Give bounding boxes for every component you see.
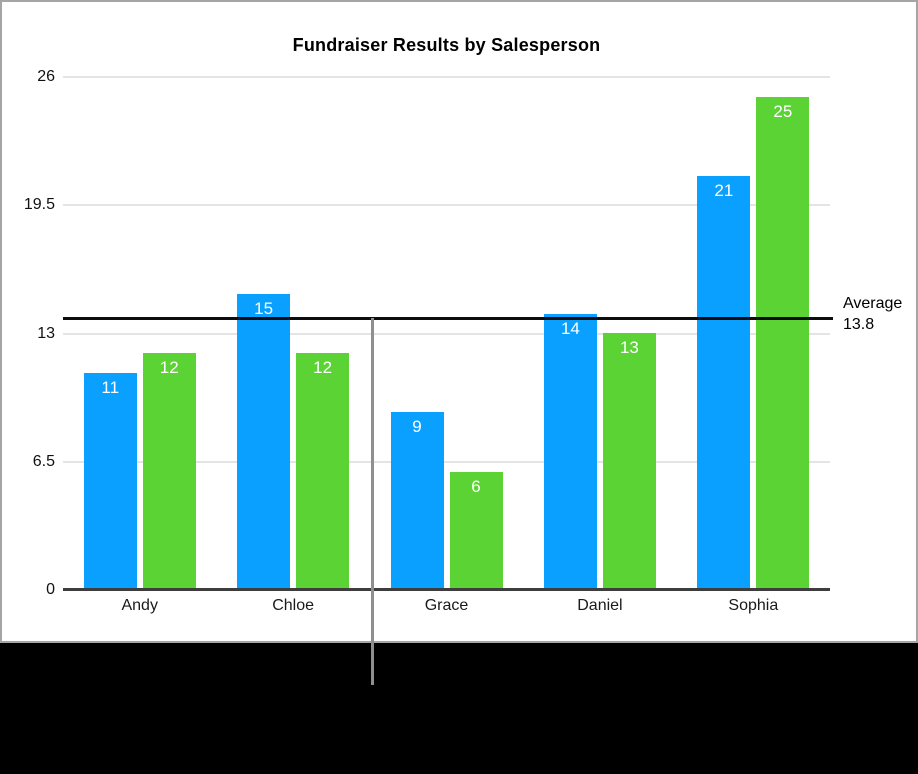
bar-value-label: 6 [471,477,481,496]
bar-group-daniel: 14 13 [523,77,676,590]
chart-title: Fundraiser Results by Salesperson [292,35,601,55]
x-axis-line [63,588,830,591]
vertical-marker-line [371,318,374,685]
y-axis-tick-label: 26 [37,68,55,85]
bar-value-label: 12 [313,358,333,377]
x-axis: Andy Chloe Grace Daniel Sophia [63,597,830,615]
gridline [63,460,830,463]
bar-value-label: 21 [714,181,734,200]
average-line-label: Average 13.8 [843,293,902,335]
bar-daniel-series2: 13 [602,333,656,590]
bar-value-label: 13 [619,338,639,357]
x-axis-category-label: Andy [121,597,158,614]
bar-daniel-series1: 14 [543,314,597,590]
y-axis-tick-label: 0 [46,581,55,598]
average-line-label-title: Average [843,295,903,312]
bar-chloe-series1: 15 [237,294,291,590]
y-axis-tick-label: 6.5 [32,452,55,470]
bar-value-label: 14 [560,319,580,338]
average-line-label-value: 13.8 [843,316,875,333]
bar-grace-series2: 6 [449,472,503,590]
bar-chloe-series2: 12 [296,353,350,590]
bar-value-label: 25 [773,102,793,121]
x-axis-category-label: Chloe [272,597,315,614]
x-axis-category-label: Sophia [728,597,779,614]
y-axis-tick-label: 19.5 [23,196,55,214]
x-axis-category-label: Grace [424,597,469,614]
bar-grace-series1: 9 [390,412,444,590]
bar-value-label: 9 [412,417,422,436]
bar-group-andy: 11 12 [63,77,216,590]
bar-group-sophia: 21 25 [677,77,830,590]
bar-sophia-series2: 25 [756,97,810,590]
y-axis-tick-label: 13 [37,324,55,342]
bar-sophia-series1: 21 [697,176,751,590]
average-reference-line [63,317,833,320]
bar-value-label: 15 [254,299,274,318]
bar-andy-series2: 12 [142,353,196,590]
plot-area: 11 12 15 12 9 6 14 13 21 25 [63,77,830,590]
bar-andy-series1: 11 [83,373,137,590]
bar-value-label: 11 [101,378,120,397]
gridline [63,76,830,78]
bar-value-label: 12 [159,358,179,377]
x-axis-category-label: Daniel [577,597,623,614]
gridline [63,332,830,335]
gridline [63,204,830,207]
bar-group-chloe: 15 12 [216,77,369,590]
chart-canvas: Fundraiser Results by Salesperson 26 19.5… [0,0,918,643]
